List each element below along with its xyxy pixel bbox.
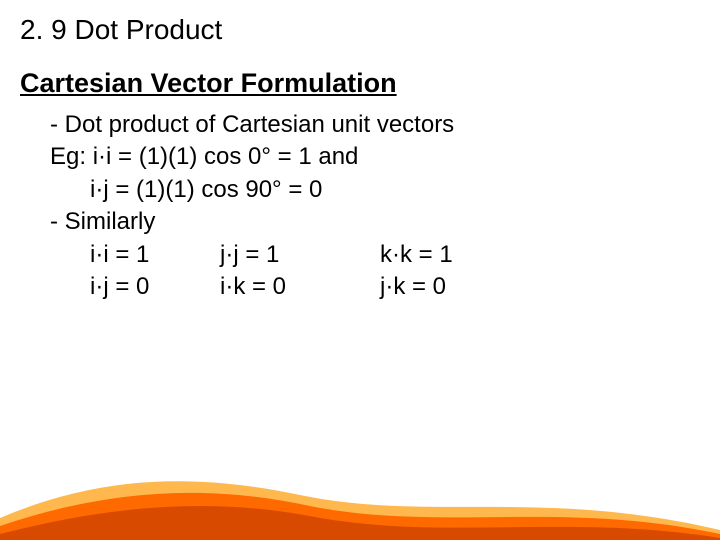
grid-cell: j·j = 1 bbox=[220, 239, 380, 271]
decorative-wave bbox=[0, 440, 720, 540]
body-line: Eg: i·i = (1)(1) cos 0° = 1 and bbox=[50, 141, 700, 173]
body-line: - Dot product of Cartesian unit vectors bbox=[50, 109, 700, 141]
slide-subtitle: Cartesian Vector Formulation bbox=[20, 68, 700, 99]
grid-cell: i·k = 0 bbox=[220, 271, 380, 303]
grid-cell: i·j = 0 bbox=[50, 271, 220, 303]
grid-row: i·i = 1 j·j = 1 k·k = 1 bbox=[50, 239, 700, 271]
grid-row: i·j = 0 i·k = 0 j·k = 0 bbox=[50, 271, 700, 303]
body-line: - Similarly bbox=[50, 206, 700, 238]
slide: 2. 9 Dot Product Cartesian Vector Formul… bbox=[0, 0, 720, 540]
slide-body: - Dot product of Cartesian unit vectors … bbox=[20, 109, 700, 303]
grid-cell: j·k = 0 bbox=[380, 271, 540, 303]
body-line: i·j = (1)(1) cos 90° = 0 bbox=[50, 174, 700, 206]
grid-cell: k·k = 1 bbox=[380, 239, 540, 271]
grid-cell: i·i = 1 bbox=[50, 239, 220, 271]
slide-title: 2. 9 Dot Product bbox=[20, 14, 700, 46]
wave-icon bbox=[0, 440, 720, 540]
